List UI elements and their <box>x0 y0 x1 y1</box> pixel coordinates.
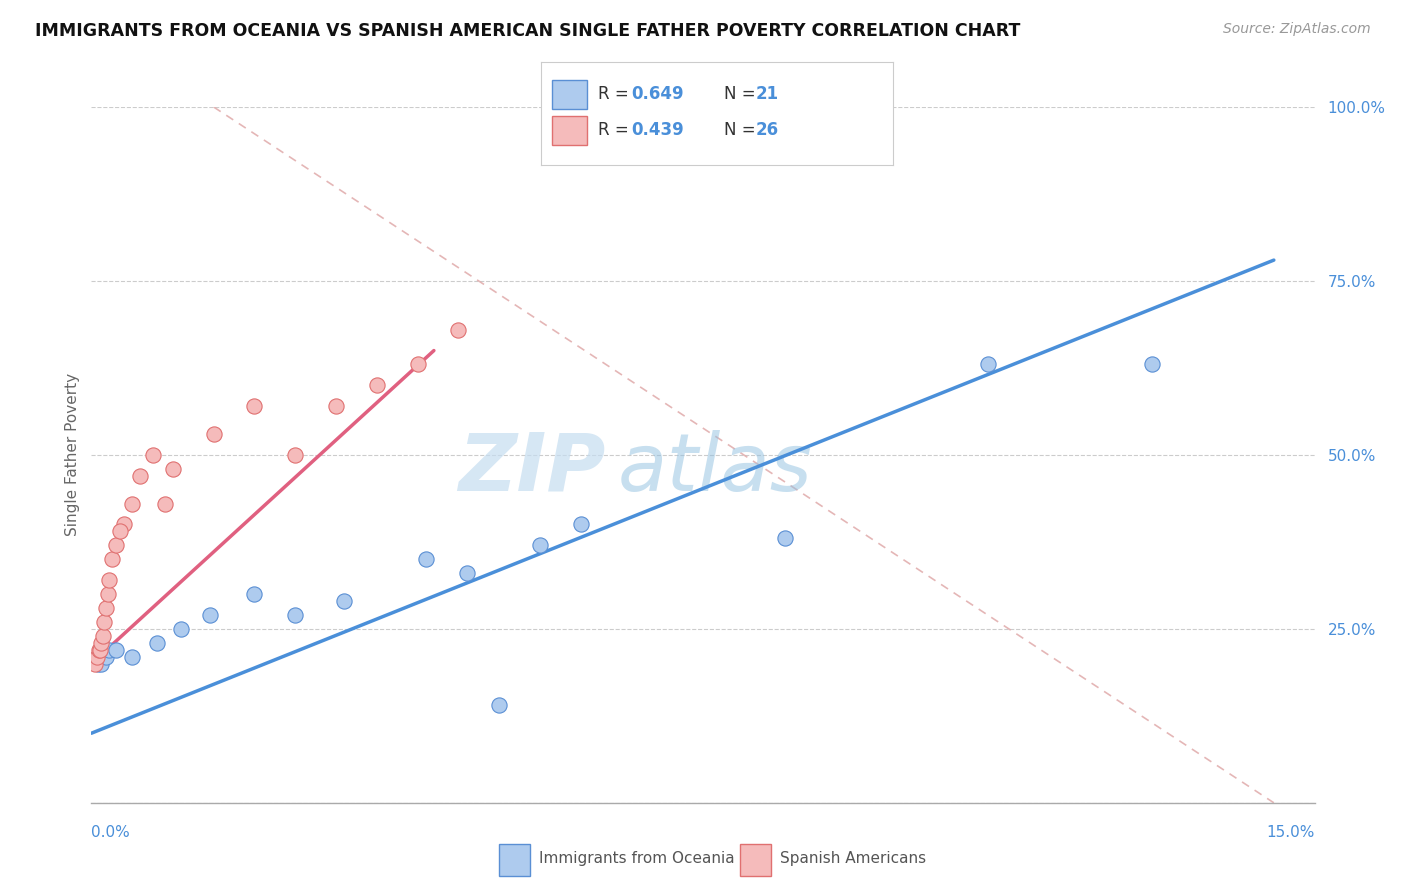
Point <box>86 649 108 664</box>
Point <box>162 462 184 476</box>
Point <box>773 532 796 546</box>
Point <box>447 323 470 337</box>
Text: 0.649: 0.649 <box>631 86 683 103</box>
Point <box>284 607 307 622</box>
Point <box>98 642 121 657</box>
Point <box>1140 358 1163 372</box>
Text: 0.0%: 0.0% <box>91 825 131 840</box>
Text: Spanish Americans: Spanish Americans <box>780 851 927 866</box>
Point <box>284 448 307 462</box>
Text: 0.439: 0.439 <box>631 121 683 139</box>
Text: Source: ZipAtlas.com: Source: ZipAtlas.com <box>1223 22 1371 37</box>
Point <box>243 587 266 601</box>
Point <box>90 636 112 650</box>
Point <box>129 468 152 483</box>
FancyBboxPatch shape <box>551 116 588 145</box>
Y-axis label: Single Father Poverty: Single Father Poverty <box>65 374 80 536</box>
Text: IMMIGRANTS FROM OCEANIA VS SPANISH AMERICAN SINGLE FATHER POVERTY CORRELATION CH: IMMIGRANTS FROM OCEANIA VS SPANISH AMERI… <box>35 22 1021 40</box>
Text: Immigrants from Oceania: Immigrants from Oceania <box>538 851 735 866</box>
Point <box>121 649 143 664</box>
Point <box>202 427 225 442</box>
Text: 21: 21 <box>756 86 779 103</box>
Point <box>325 399 347 413</box>
Text: atlas: atlas <box>617 430 813 508</box>
Point <box>141 448 163 462</box>
FancyBboxPatch shape <box>740 844 770 876</box>
Point <box>366 378 388 392</box>
Point <box>243 399 266 413</box>
Point <box>333 594 356 608</box>
Text: R =: R = <box>598 121 634 139</box>
Point <box>977 358 1000 372</box>
Text: N =: N = <box>724 121 761 139</box>
Point <box>153 497 176 511</box>
Point <box>91 629 114 643</box>
Text: R =: R = <box>598 86 634 103</box>
Point <box>93 615 115 629</box>
Point <box>89 649 111 664</box>
Point <box>170 622 193 636</box>
Point <box>101 552 124 566</box>
Point <box>98 573 121 587</box>
Point <box>87 657 110 671</box>
Point <box>94 649 117 664</box>
FancyBboxPatch shape <box>551 80 588 109</box>
Text: 15.0%: 15.0% <box>1267 825 1315 840</box>
Point <box>415 552 437 566</box>
Point <box>121 497 143 511</box>
Point <box>108 524 131 539</box>
Point <box>456 566 478 581</box>
Point <box>104 538 127 552</box>
Point <box>104 642 127 657</box>
Point <box>90 657 112 671</box>
Point <box>97 587 120 601</box>
Point <box>529 538 551 552</box>
Point <box>198 607 221 622</box>
Point <box>406 358 429 372</box>
Point <box>89 642 111 657</box>
Point <box>87 642 110 657</box>
Point <box>94 601 117 615</box>
Point <box>569 517 592 532</box>
Point <box>488 698 510 713</box>
Point <box>84 657 107 671</box>
Text: N =: N = <box>724 86 761 103</box>
Text: 26: 26 <box>756 121 779 139</box>
Text: ZIP: ZIP <box>458 430 605 508</box>
FancyBboxPatch shape <box>499 844 530 876</box>
Point <box>112 517 135 532</box>
Point <box>145 636 167 650</box>
